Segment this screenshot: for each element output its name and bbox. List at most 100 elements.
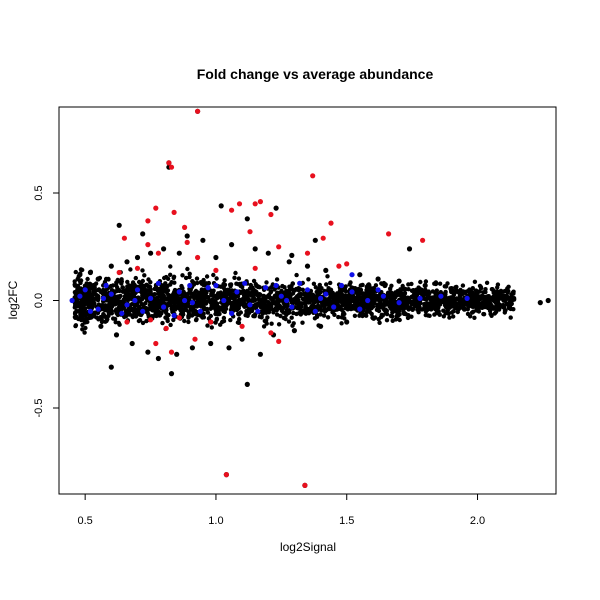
blue-highlight-point — [323, 291, 329, 297]
background-point — [353, 295, 358, 300]
blue-highlight-point — [357, 306, 363, 312]
y-tick-label: 0.5 — [33, 185, 45, 200]
background-point — [359, 300, 364, 305]
background-point — [86, 302, 92, 308]
data-point — [134, 254, 141, 261]
red-highlight-point — [302, 482, 308, 488]
red-highlight-point — [320, 235, 326, 241]
background-point — [377, 320, 382, 325]
background-point — [286, 319, 292, 324]
background-point — [491, 306, 496, 311]
background-point — [172, 295, 177, 300]
background-point — [508, 300, 513, 306]
red-highlight-point — [195, 254, 201, 261]
background-point — [183, 275, 189, 281]
background-point — [442, 303, 448, 308]
background-point — [443, 284, 449, 289]
background-point — [108, 299, 114, 304]
background-point — [339, 321, 344, 326]
background-point — [263, 318, 269, 323]
background-point — [400, 306, 405, 311]
background-point — [218, 322, 223, 327]
background-point — [144, 318, 149, 324]
background-point — [114, 283, 119, 288]
red-highlight-point — [176, 315, 182, 321]
background-point — [300, 320, 305, 325]
blue-highlight-point — [77, 293, 83, 299]
background-point — [388, 286, 393, 291]
background-point — [130, 313, 135, 318]
data-point — [124, 259, 130, 265]
red-highlight-point — [252, 265, 258, 271]
red-highlight-point — [145, 218, 151, 224]
background-point — [311, 281, 317, 286]
data-point — [176, 250, 182, 256]
red-highlight-point — [239, 323, 245, 329]
data-point — [184, 233, 190, 239]
background-point — [245, 313, 250, 318]
background-point — [417, 301, 422, 307]
background-point — [187, 287, 192, 292]
background-point — [93, 310, 98, 315]
data-point — [252, 246, 258, 252]
background-point — [343, 301, 348, 306]
background-point — [505, 286, 510, 291]
background-point — [405, 302, 410, 307]
background-point — [221, 315, 227, 321]
background-point — [194, 304, 200, 309]
background-point — [234, 281, 239, 286]
background-point — [276, 300, 281, 305]
background-point — [135, 303, 140, 308]
background-point — [472, 279, 478, 284]
background-point — [131, 293, 136, 299]
background-point — [414, 288, 419, 293]
background-point — [481, 304, 486, 309]
background-point — [195, 280, 200, 286]
blue-highlight-point — [234, 289, 240, 295]
background-point — [117, 322, 122, 327]
background-point — [160, 320, 165, 326]
data-point — [239, 336, 245, 342]
background-point — [130, 280, 136, 285]
background-point — [248, 282, 253, 288]
background-point — [383, 310, 388, 316]
background-point — [187, 274, 192, 280]
data-point — [474, 289, 481, 295]
background-point — [221, 281, 226, 287]
blue-highlight-point — [349, 289, 355, 295]
red-highlight-point — [192, 336, 198, 342]
background-point — [489, 287, 495, 292]
red-highlight-point — [268, 211, 274, 218]
background-point — [450, 304, 456, 309]
data-point — [87, 269, 93, 276]
background-point — [251, 295, 256, 300]
background-point — [447, 303, 452, 308]
background-point — [139, 281, 144, 287]
background-point — [182, 318, 187, 324]
blue-highlight-point — [197, 308, 203, 314]
background-point — [447, 315, 452, 320]
data-point — [140, 231, 146, 237]
background-point — [361, 294, 367, 300]
background-point — [148, 280, 153, 285]
background-point — [264, 280, 269, 285]
data-point — [244, 216, 250, 222]
blue-highlight-point — [187, 282, 193, 289]
background-point — [292, 297, 297, 302]
background-point — [195, 312, 200, 318]
background-point — [294, 286, 299, 292]
background-point — [139, 287, 144, 292]
background-point — [378, 314, 384, 320]
x-tick-label: 1.0 — [208, 515, 223, 527]
data-point — [257, 351, 263, 357]
background-point — [171, 317, 176, 323]
background-point — [100, 291, 105, 296]
background-point — [209, 325, 214, 330]
background-point — [196, 290, 201, 295]
background-point — [276, 322, 282, 327]
background-point — [394, 316, 399, 322]
red-highlight-point — [145, 242, 151, 248]
background-point — [420, 289, 425, 294]
data-point — [289, 252, 295, 258]
background-point — [150, 302, 155, 308]
